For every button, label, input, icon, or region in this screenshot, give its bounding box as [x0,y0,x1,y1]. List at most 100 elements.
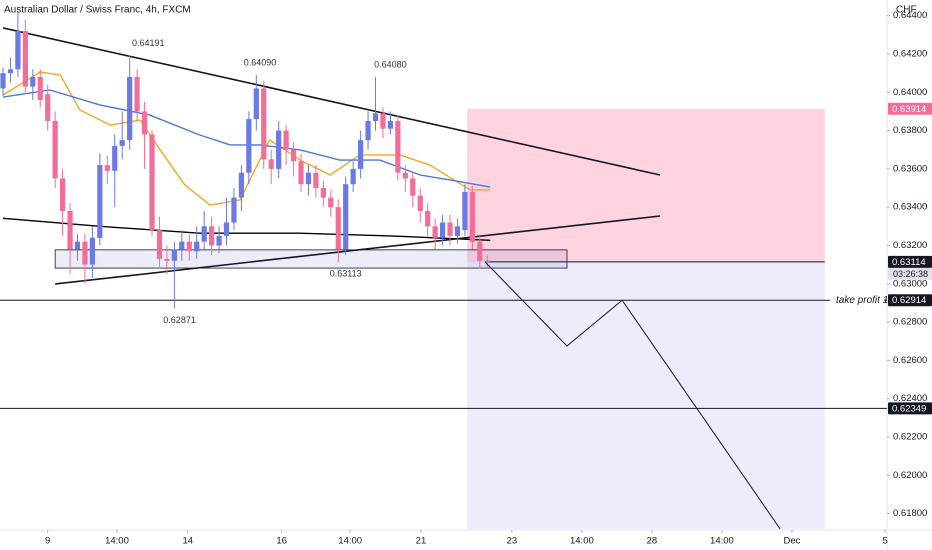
x-tick-label: 14:00 [338,536,362,547]
candle-body [253,88,259,120]
chart-title: Australian Dollar / Swiss Franc, 4h, FXC… [4,5,191,16]
candle-body [365,121,371,141]
line-label: take profit 1 [836,295,888,306]
candle-body [59,178,66,212]
x-tick-label: Dec [784,536,801,547]
candle-body [462,191,468,231]
moving-average [2,217,491,241]
price-badge-label: 0.63914 [892,104,926,115]
candle-body [395,121,401,173]
price-badge-label: 0.63114 [892,257,926,268]
target-zone [467,261,825,529]
candle-body [216,235,222,246]
price-annotation: 0.62871 [163,315,196,325]
x-tick-label: 16 [276,536,287,547]
trendline [55,215,661,285]
candle-body [276,130,282,169]
price-annotation: 0.64080 [374,59,407,69]
candle-body [141,111,148,135]
candle-body [171,249,177,261]
candle-body [82,241,88,265]
price-annotation: 0.64191 [132,38,165,48]
candle-body [343,184,349,250]
candle-body [134,76,140,112]
candle-body [350,168,356,185]
stop-zone [467,108,825,262]
countdown-badge [888,267,932,280]
candle-body [425,211,431,227]
y-tick-label: 0.63400 [893,202,927,213]
trendline [2,27,661,176]
countdown: 03:26:38 [893,269,928,279]
candle-body [231,197,237,223]
candle-body [290,149,297,162]
projection-path [484,261,781,530]
y-tick-label: 0.62600 [893,355,927,366]
candle-body [22,31,28,87]
candle-body [246,119,252,173]
x-tick-label: 23 [507,536,518,547]
moving-average [2,71,491,206]
y-tick-label: 0.62200 [893,431,927,442]
x-tick-label: 9 [45,536,50,547]
candle-body [484,260,490,262]
candle-body [164,258,170,261]
candle-body [380,113,386,129]
candle-body [358,140,364,169]
candle-body [313,172,319,189]
candle-body [127,76,133,141]
y-tick-label: 0.63000 [893,278,927,289]
candle-body [223,222,230,236]
candle-body [7,69,14,74]
x-tick-label: 5 [882,536,887,547]
price-badge [888,255,932,268]
candle-body [186,241,192,252]
price-badge [888,102,932,115]
candle-body [97,165,103,238]
x-tick-label: 14 [182,536,193,547]
candle-body [320,188,326,198]
moving-average [2,89,491,188]
plot-area: take profit 1 0.64191 0.64090 0.64080 0.6287… [0,11,888,530]
y-tick-label: 0.61800 [893,508,927,519]
x-tick-label: 21 [416,536,427,547]
candle-body [387,121,394,129]
price-badge [888,294,932,307]
price-badge-label: 0.62349 [892,403,926,414]
x-tick-label: 14:00 [710,536,734,547]
price-annotation: 0.64090 [244,57,277,67]
candle-body [194,241,200,252]
currency: CHF [896,5,917,16]
candle-body [45,94,51,122]
candle-body [30,76,36,87]
candle-body [119,140,125,146]
y-tick-label: 0.62800 [893,317,927,328]
price-badge [888,402,932,415]
price-annotation: 0.63113 [330,269,362,279]
candle-body [149,134,155,231]
candle-body [402,172,408,179]
candle-body [305,172,312,185]
candle-body [15,31,21,70]
x-tick-label: 28 [647,536,658,547]
candle-body [477,241,483,261]
candle-body [328,197,334,208]
candle-body [208,226,215,246]
candle-body [89,237,96,265]
y-tick-label: 0.63200 [893,240,927,251]
candle-body [238,172,245,198]
y-tick-label: 0.62400 [893,393,927,404]
y-tick-label: 0.64200 [893,49,927,60]
axes: 0.64400 0.64200 0.64000 0.63800 0.63600 0.634… [45,10,932,547]
x-tick-label: 14:00 [105,536,129,547]
price-badge-label: 0.62914 [892,295,926,306]
candle-body [156,230,163,259]
candle-body [410,178,416,196]
y-tick-label: 0.63600 [893,163,927,174]
candle-body [417,195,423,212]
candle-body [67,211,73,250]
candle-body [261,88,267,160]
candle-body [454,226,461,236]
